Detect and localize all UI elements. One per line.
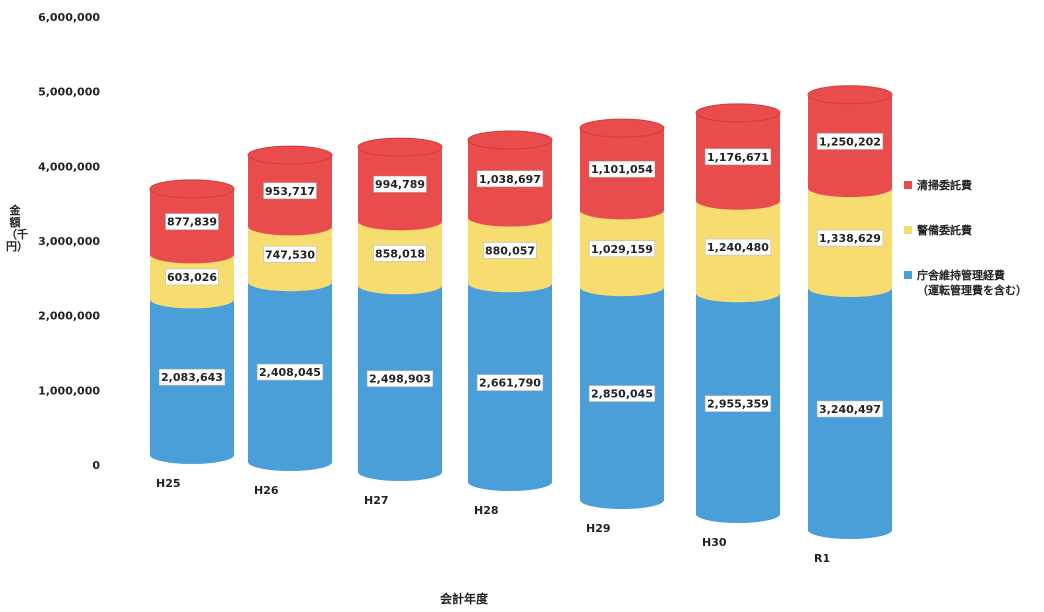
bar-top-cap <box>357 137 443 157</box>
data-label: 1,176,671 <box>707 151 769 164</box>
y-tick-label: 0 <box>92 459 100 472</box>
data-label-box <box>704 148 772 166</box>
data-label-box <box>165 213 219 230</box>
data-label: 2,408,045 <box>259 366 321 379</box>
data-label: 1,240,480 <box>707 241 769 254</box>
data-label-box <box>816 400 884 418</box>
data-label: 994,789 <box>375 178 425 191</box>
bar-top-cap <box>807 85 893 105</box>
x-tick-label: H28 <box>474 504 499 517</box>
x-tick-label: R1 <box>814 552 830 565</box>
data-label: 1,038,697 <box>479 173 541 186</box>
x-tick-label: H27 <box>364 494 389 507</box>
bar-top-cap <box>149 179 235 199</box>
x-tick-label: H29 <box>586 522 611 535</box>
data-label-box <box>704 395 772 412</box>
data-label-box <box>476 374 544 391</box>
data-label-box <box>263 245 317 263</box>
data-label-box <box>588 240 656 258</box>
x-tick-label: H30 <box>702 536 727 549</box>
legend-swatch-maintenance <box>904 271 912 279</box>
data-label: 2,850,045 <box>591 388 653 401</box>
legend-label-maintenance: 庁舎維持管理経費 （運転管理費を含む） <box>917 269 1027 297</box>
data-label: 2,661,790 <box>479 377 541 390</box>
data-label-box <box>256 363 324 381</box>
bar-top-cap <box>467 130 553 150</box>
data-label: 1,338,629 <box>819 232 881 245</box>
y-tick-label: 5,000,000 <box>38 86 100 99</box>
data-label-box <box>816 229 884 247</box>
legend-item-maintenance: 庁舎維持管理経費 （運転管理費を含む） <box>904 268 1044 298</box>
data-label-box <box>165 268 219 286</box>
legend-item-security: 警備委託費 <box>904 223 1044 238</box>
data-label-box <box>483 242 537 259</box>
data-label-box <box>158 368 226 386</box>
data-label: 2,498,903 <box>369 373 431 386</box>
data-label: 858,018 <box>375 247 425 260</box>
x-axis-label: 会計年度 <box>440 592 489 606</box>
data-label-box <box>476 170 544 188</box>
data-label-box <box>816 133 884 150</box>
bar-top-cap <box>695 103 781 123</box>
data-label: 3,240,497 <box>819 403 881 416</box>
y-tick-label: 3,000,000 <box>38 235 100 248</box>
data-label: 2,955,359 <box>707 398 769 411</box>
data-label-box <box>588 160 656 178</box>
data-label-box <box>373 175 427 193</box>
data-label: 953,717 <box>265 185 315 198</box>
x-tick-label: H26 <box>254 484 279 497</box>
data-label-box <box>373 245 427 262</box>
data-label: 1,101,054 <box>591 163 653 176</box>
y-axis-label: 金額（千円） <box>6 204 28 253</box>
y-tick-label: 4,000,000 <box>38 160 100 173</box>
x-tick-label: H25 <box>156 477 181 490</box>
data-label: 880,057 <box>485 244 535 257</box>
data-label: 2,083,643 <box>161 371 223 384</box>
bar-top-cap <box>247 145 333 165</box>
data-label: 603,026 <box>167 271 217 284</box>
legend-label-cleaning: 清掃委託費 <box>917 179 972 192</box>
legend-label-security: 警備委託費 <box>917 224 972 237</box>
legend: 清掃委託費 警備委託費 庁舎維持管理経費 （運転管理費を含む） <box>904 178 1044 328</box>
data-label: 877,839 <box>167 216 217 229</box>
data-label-box <box>704 238 772 256</box>
data-label: 1,250,202 <box>819 135 881 148</box>
y-tick-label: 2,000,000 <box>38 310 100 323</box>
y-tick-label: 6,000,000 <box>38 11 100 24</box>
data-label: 747,530 <box>265 248 315 261</box>
legend-item-cleaning: 清掃委託費 <box>904 178 1044 193</box>
data-label-box <box>263 182 317 200</box>
legend-swatch-cleaning <box>904 181 912 189</box>
data-label-box <box>588 385 656 402</box>
data-label-box <box>366 370 434 388</box>
y-tick-label: 1,000,000 <box>38 384 100 397</box>
legend-swatch-security <box>904 226 912 234</box>
data-label: 1,029,159 <box>591 243 653 256</box>
bar-top-cap <box>579 118 665 138</box>
